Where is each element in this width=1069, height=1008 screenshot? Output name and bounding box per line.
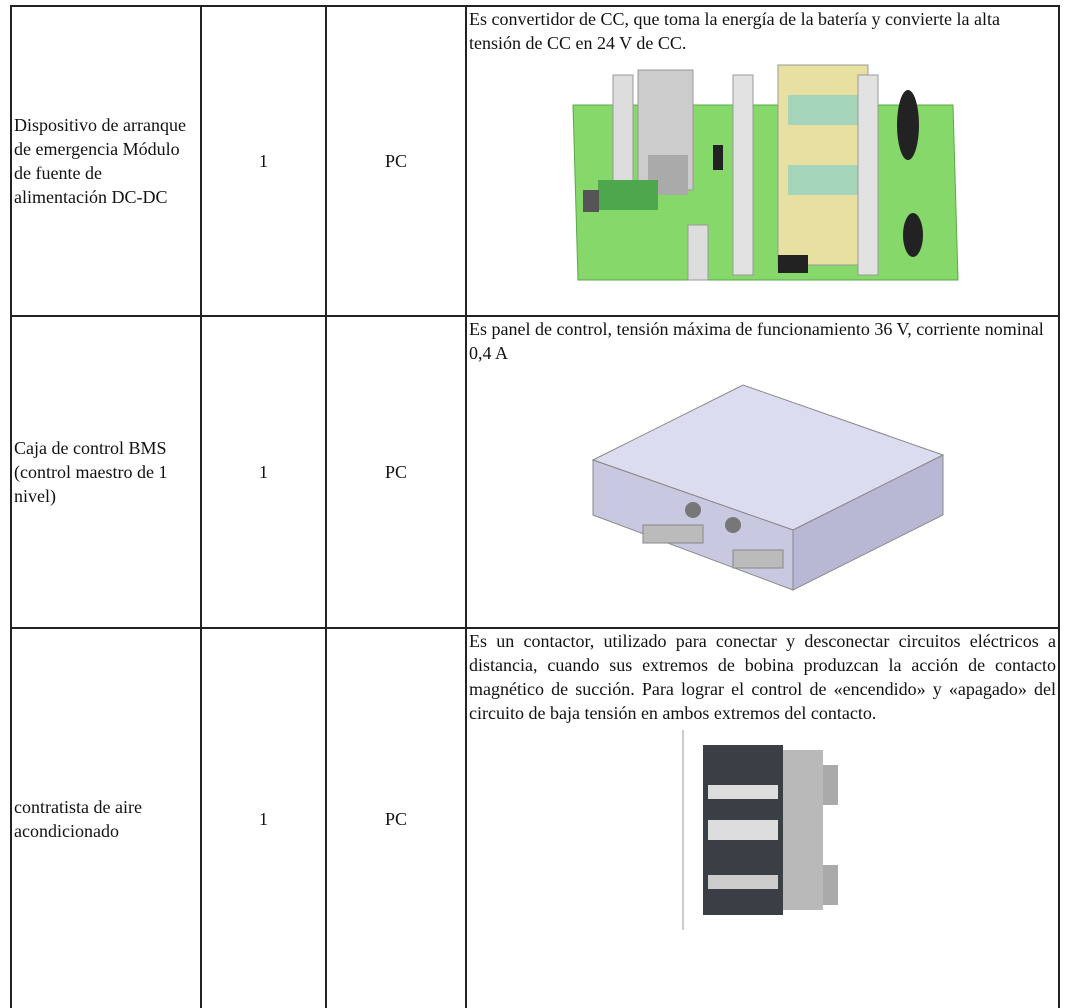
item-name: Caja de control BMS (control maestro de … [14,438,168,506]
unit-cell: PC [325,5,467,317]
row: Dispositivo de arranque de emergencia Mó… [10,5,1060,317]
control-box-image [591,384,944,591]
name-cell: contratista de aire acondicionado [10,627,202,1008]
quantity: 1 [259,808,268,829]
qty-cell: 1 [200,627,327,1008]
parts-table: Dispositivo de arranque de emergencia Mó… [10,5,1060,1008]
contactor-image [682,730,838,930]
name-cell: Dispositivo de arranque de emergencia Mó… [10,5,202,317]
pcb-image [571,64,959,281]
unit-cell: PC [325,627,467,1008]
description: Es convertidor de CC, que toma la energí… [469,9,1000,53]
quantity: 1 [259,151,268,171]
row: contratista de aire acondicionado 1 PC E… [10,627,1060,1008]
description: Es panel de control, tensión máxima de f… [469,319,1044,363]
unit: PC [384,462,408,482]
unit: PC [384,808,408,829]
item-name: Dispositivo de arranque de emergencia Mó… [14,115,186,207]
unit: PC [384,151,408,171]
name-cell: Caja de control BMS (control maestro de … [10,315,202,629]
desc-cell: Es convertidor de CC, que toma la energí… [465,5,1060,317]
desc-cell: Es un contactor, utilizado para conectar… [465,627,1060,1008]
description: Es un contactor, utilizado para conectar… [469,631,1056,723]
item-name: contratista de aire acondicionado [14,796,142,841]
unit-cell: PC [325,315,467,629]
qty-cell: 1 [200,315,327,629]
desc-cell: Es panel de control, tensión máxima de f… [465,315,1060,629]
quantity: 1 [259,462,268,482]
qty-cell: 1 [200,5,327,317]
row: Caja de control BMS (control maestro de … [10,315,1060,629]
